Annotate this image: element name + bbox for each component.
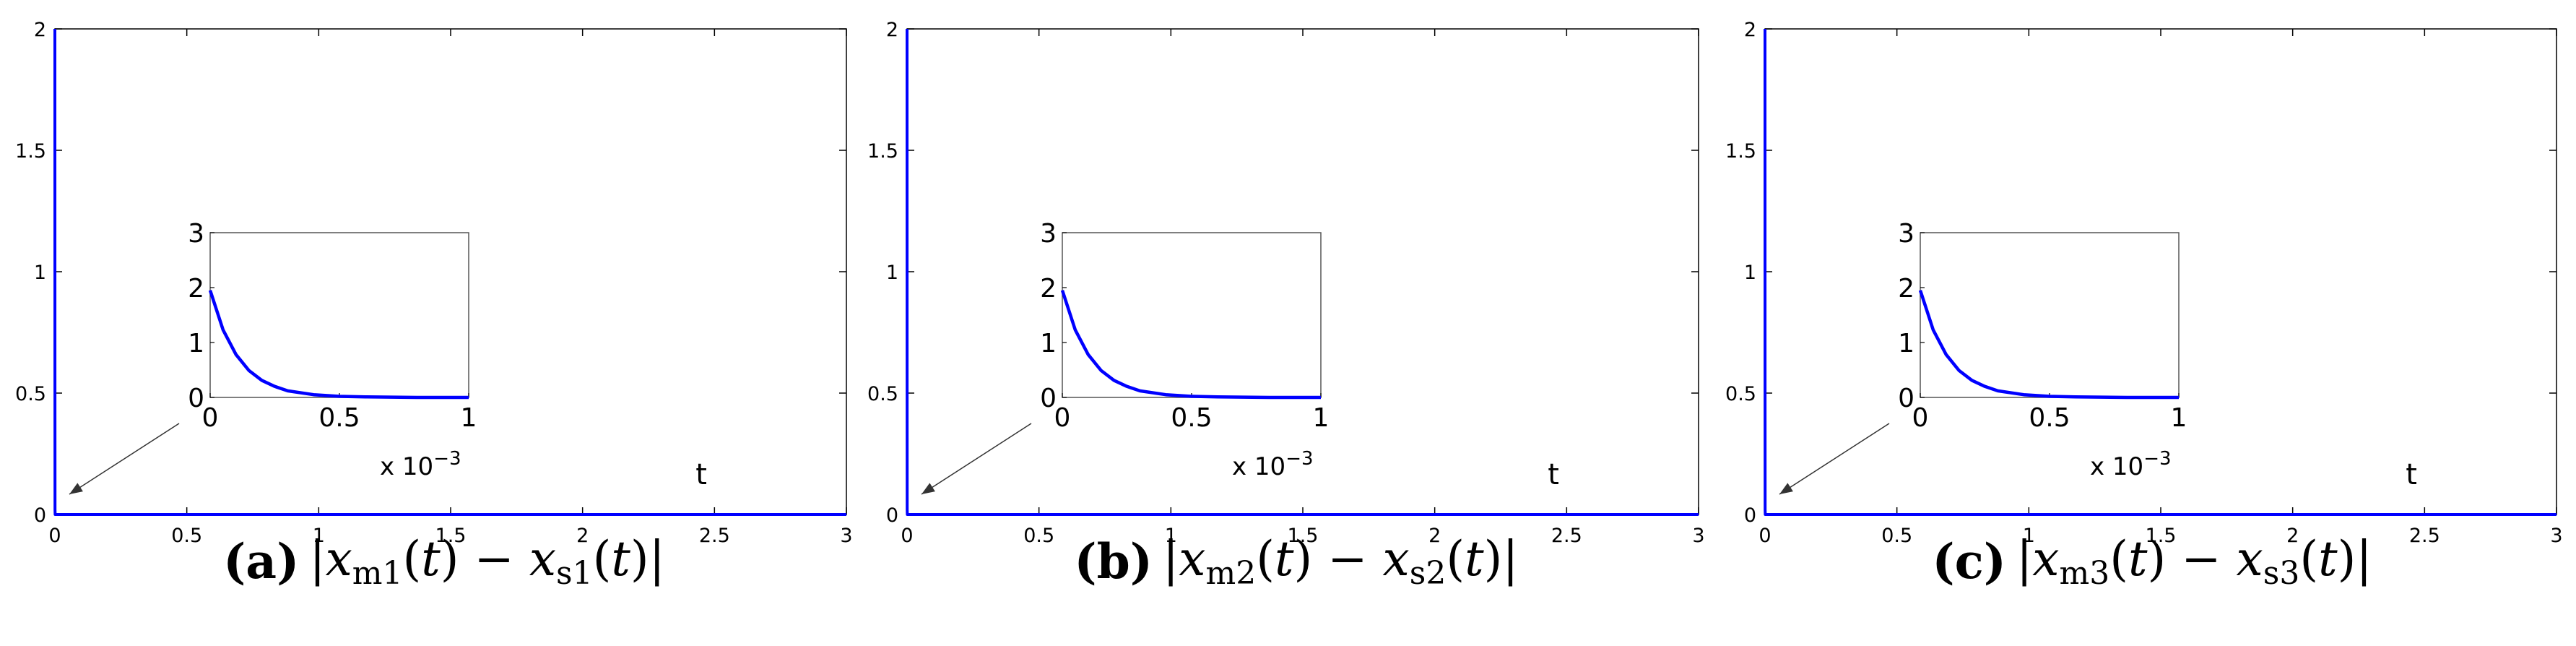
y-tick-label: 2 bbox=[886, 19, 898, 41]
inset-y-tick-label: 2 bbox=[1898, 274, 1914, 303]
inset-x-tick-label: 0 bbox=[202, 403, 219, 433]
panel-3: 0 0.5 1 1.5 2 2.5 3 0 0.5 1 1.5 2 t 0 0.5 1 0 1 2 3 x 10−3 bbox=[1725, 19, 2563, 547]
y-tick-label: 1 bbox=[1744, 262, 1756, 284]
caption-expression: |xm3(t) − xs3(t)| bbox=[2016, 531, 2372, 592]
inset-y-tick-label: 1 bbox=[1040, 329, 1057, 358]
main-series-line bbox=[53, 28, 846, 516]
inset-series-line bbox=[1060, 290, 1321, 400]
x-tick-label: 2 bbox=[576, 525, 589, 547]
main-series-line bbox=[1764, 28, 2557, 516]
y-tick-label: 1 bbox=[34, 262, 46, 284]
x-tick-label: 3 bbox=[2550, 525, 2562, 547]
zoom-arrow-head bbox=[1779, 483, 1793, 494]
inset-y-tick-label: 3 bbox=[1898, 219, 1914, 249]
x-tick-label: 1.5 bbox=[2146, 525, 2177, 547]
caption-expression: |xm2(t) − xs2(t)| bbox=[1163, 531, 1519, 592]
inset: 0 0.5 1 0 1 2 3 x 10−3 bbox=[1898, 219, 2187, 481]
x-axis-label: t bbox=[2406, 458, 2417, 491]
x-tick-label: 0 bbox=[48, 525, 61, 547]
inset: 0 0.5 1 0 1 2 3 x 10−3 bbox=[1040, 219, 1329, 481]
zoom-arrow-shaft bbox=[69, 423, 180, 495]
inset-y-tick-label: 3 bbox=[188, 219, 204, 249]
y-tick-label: 1.5 bbox=[1725, 140, 1756, 163]
panel-1: 0 0.5 1 1.5 2 2.5 3 0 0.5 1 1.5 2 t 0 0.5 1 0 1 2 3 x 10−3 bbox=[15, 19, 853, 547]
y-tick-label: 1.5 bbox=[867, 140, 898, 163]
caption-c: (c) |xm3(t) − xs3(t)| bbox=[1751, 522, 2553, 601]
inset-axes-frame bbox=[1062, 232, 1322, 398]
x-tick-label: 0 bbox=[901, 525, 913, 547]
inset-x-tick-label: 0.5 bbox=[318, 403, 360, 433]
x-tick-label: 0.5 bbox=[1023, 525, 1054, 547]
y-tick-label: 1.5 bbox=[15, 140, 46, 163]
inset-x-tick-label: 1 bbox=[2171, 403, 2187, 433]
caption-label: (a) bbox=[223, 533, 300, 590]
inset-y-tick-label: 1 bbox=[1898, 329, 1914, 358]
x-tick-label: 0.5 bbox=[1881, 525, 1912, 547]
caption-label: (b) bbox=[1074, 533, 1153, 590]
x-tick-label: 1.5 bbox=[435, 525, 467, 547]
x-tick-label: 3 bbox=[1692, 525, 1704, 547]
y-tick-label: 0 bbox=[34, 504, 46, 527]
caption-a: (a) |xm1(t) − xs1(t)| bbox=[43, 522, 845, 601]
x-tick-label: 1 bbox=[313, 525, 325, 547]
x-tick-label: 2 bbox=[2286, 525, 2299, 547]
inset-x-scale: x 10−3 bbox=[1232, 448, 1314, 481]
x-tick-label: 1.5 bbox=[1288, 525, 1319, 547]
inset-x-tick-label: 0.5 bbox=[2029, 403, 2070, 433]
inset-x-tick-label: 0 bbox=[1054, 403, 1071, 433]
inset-y-tick-label: 3 bbox=[1040, 219, 1057, 249]
y-tick-label: 2 bbox=[1744, 19, 1756, 41]
zoom-arrow-head bbox=[921, 483, 935, 494]
y-tick-label: 0 bbox=[1744, 504, 1756, 527]
x-tick-label: 0.5 bbox=[171, 525, 202, 547]
y-tick-label: 0.5 bbox=[867, 383, 898, 405]
caption-expression: |xm1(t) − xs1(t)| bbox=[309, 531, 665, 592]
y-tick-label: 0.5 bbox=[1725, 383, 1756, 405]
main-series-line bbox=[906, 28, 1699, 516]
inset-y-tick-label: 0 bbox=[1898, 384, 1914, 413]
x-axis-label: t bbox=[695, 458, 707, 491]
inset-x-tick-label: 1 bbox=[1313, 403, 1330, 433]
x-tick-label: 2 bbox=[1428, 525, 1441, 547]
zoom-arrow-head bbox=[69, 483, 83, 494]
x-tick-label: 0 bbox=[1758, 525, 1771, 547]
caption-label: (c) bbox=[1932, 533, 2007, 590]
inset-series-line bbox=[1918, 290, 2179, 400]
inset-x-scale: x 10−3 bbox=[2090, 448, 2172, 481]
x-tick-label: 2.5 bbox=[1551, 525, 1582, 547]
y-tick-label: 2 bbox=[34, 19, 46, 41]
inset-y-tick-label: 1 bbox=[188, 329, 204, 358]
inset-axes-frame bbox=[1920, 232, 2180, 398]
inset: 0 0.5 1 0 1 2 3 x 10−3 bbox=[188, 219, 477, 481]
x-tick-label: 1 bbox=[2023, 525, 2035, 547]
inset-x-scale: x 10−3 bbox=[380, 448, 461, 481]
inset-x-tick-label: 0.5 bbox=[1171, 403, 1212, 433]
y-tick-label: 0.5 bbox=[15, 383, 46, 405]
inset-y-tick-label: 2 bbox=[1040, 274, 1057, 303]
caption-b: (b) |xm2(t) − xs2(t)| bbox=[895, 522, 1697, 601]
x-axis-label: t bbox=[1548, 458, 1559, 491]
inset-x-tick-label: 0 bbox=[1912, 403, 1929, 433]
y-tick-label: 1 bbox=[886, 262, 898, 284]
inset-y-tick-label: 0 bbox=[1040, 384, 1057, 413]
x-tick-label: 2.5 bbox=[699, 525, 730, 547]
zoom-arrow-shaft bbox=[1779, 423, 1890, 495]
panel-2: 0 0.5 1 1.5 2 2.5 3 0 0.5 1 1.5 2 t 0 0.5 1 0 1 2 3 x 10−3 bbox=[867, 19, 1705, 547]
inset-y-tick-label: 0 bbox=[188, 384, 204, 413]
inset-axes-frame bbox=[209, 232, 469, 398]
x-tick-label: 1 bbox=[1165, 525, 1177, 547]
zoom-arrow-shaft bbox=[921, 423, 1032, 495]
inset-x-tick-label: 1 bbox=[461, 403, 477, 433]
x-tick-label: 3 bbox=[840, 525, 852, 547]
inset-series-line bbox=[208, 290, 469, 400]
inset-y-tick-label: 2 bbox=[188, 274, 204, 303]
x-tick-label: 2.5 bbox=[2409, 525, 2440, 547]
y-tick-label: 0 bbox=[886, 504, 898, 527]
